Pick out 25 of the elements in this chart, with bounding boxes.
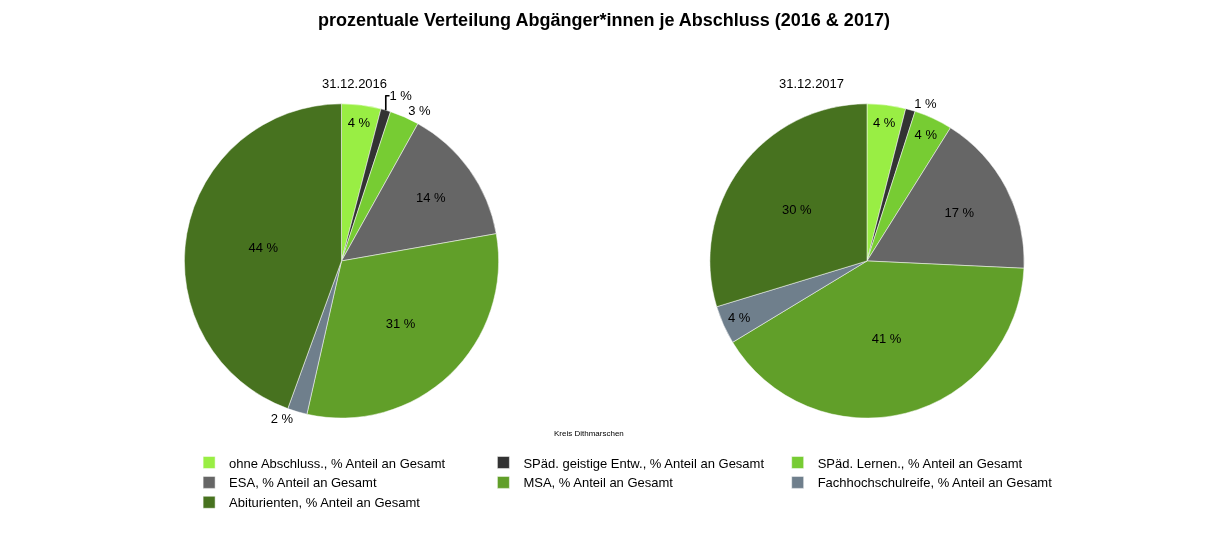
data-label: 14 % <box>415 189 447 205</box>
data-label: 31 % <box>385 315 416 331</box>
legend-label: MSA, % Anteil an Gesamt <box>523 475 674 491</box>
legend-label: SPäd. Lernen., % Anteil an Gesamt <box>817 455 1023 471</box>
data-label: 1 % <box>389 88 413 104</box>
data-label: 3 % <box>408 103 432 119</box>
data-label: 41 % <box>871 331 902 347</box>
data-label: 4 % <box>727 310 751 326</box>
data-label: 4 % <box>347 115 371 131</box>
data-label: 2 % <box>270 411 294 427</box>
legend-label: SPäd. geistige Entw., % Anteil an Gesamt <box>523 455 765 471</box>
legend-label: Abiturienten, % Anteil an Gesamt <box>229 495 421 511</box>
data-label: 4 % <box>914 126 938 142</box>
legend-label: ESA, % Anteil an Gesamt <box>229 475 377 491</box>
slice-label: 31.12.2017 <box>779 76 845 91</box>
data-label: 44 % <box>248 239 279 255</box>
data-label: 4 % <box>872 114 896 130</box>
data-label: 17 % <box>944 205 975 221</box>
chart-title: prozentuale Verteilung Abgänger*innen je Abschluss (2016 & 2017) <box>318 10 890 30</box>
legend-label: ohne Abschluss., % Anteil an Gesamt <box>229 455 446 471</box>
slice-label: 31.12.2016 <box>322 76 388 91</box>
data-label: 30 % <box>781 201 813 217</box>
text: Kreis Dithmarschen <box>554 429 624 438</box>
data-label: 1 % <box>914 95 938 111</box>
legend-label: Fachhochschulreife, % Anteil an Gesamt <box>817 475 1053 491</box>
